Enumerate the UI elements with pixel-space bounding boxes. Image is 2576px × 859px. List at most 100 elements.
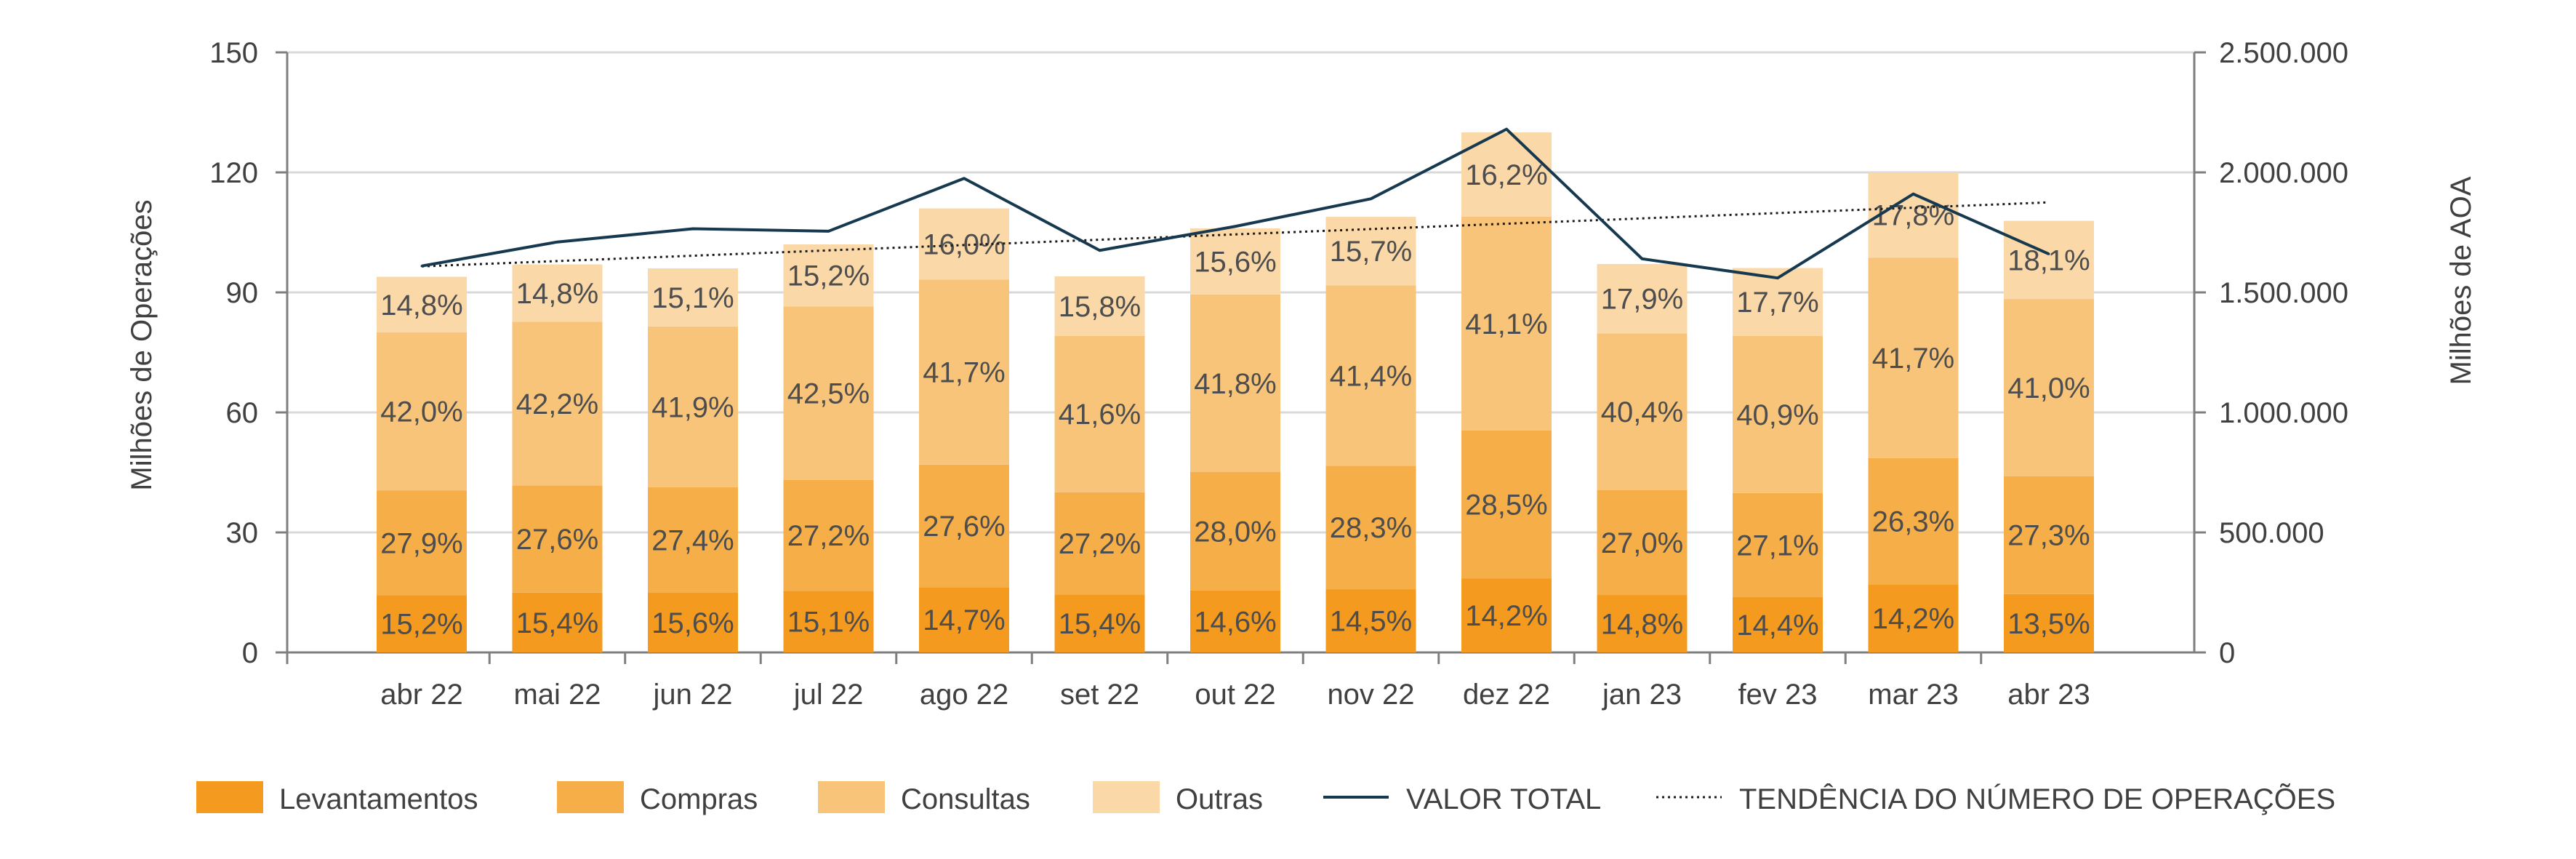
valor-total-point xyxy=(556,241,558,244)
segment-percent-label: 28,3% xyxy=(1330,512,1412,544)
bar-segment-levantamentos xyxy=(648,592,738,652)
bar-segment-outras xyxy=(919,208,1009,280)
bar-segment-consultas xyxy=(648,326,738,487)
segment-percent-label: 42,5% xyxy=(787,377,870,409)
segment-percent-label: 14,7% xyxy=(923,604,1005,636)
bar-segment-levantamentos xyxy=(1733,596,1823,652)
bar-segment-outras xyxy=(648,268,738,327)
bar-segment-compras xyxy=(1325,466,1416,590)
valor-total-point xyxy=(691,228,694,231)
bar-segment-levantamentos xyxy=(1054,594,1145,652)
segment-percent-label: 27,9% xyxy=(380,527,462,559)
legend-label: Compras xyxy=(640,783,758,815)
segment-percent-label: 27,4% xyxy=(651,524,734,556)
valor-total-point xyxy=(963,177,966,180)
segment-percent-label: 41,6% xyxy=(1059,399,1141,431)
bar-segment-outras xyxy=(783,244,874,307)
bar-segment-compras xyxy=(512,485,603,593)
segment-percent-label: 15,4% xyxy=(1059,608,1141,640)
segment-percent-label: 14,2% xyxy=(1872,603,1954,635)
left-tick-label: 60 xyxy=(226,397,259,429)
segment-percent-label: 15,1% xyxy=(651,282,734,314)
legend-swatch xyxy=(196,781,263,813)
left-tick-label: 150 xyxy=(209,37,258,69)
bar-segment-consultas xyxy=(1325,285,1416,466)
valor-total-point xyxy=(1370,197,1372,200)
segment-percent-label: 14,8% xyxy=(516,278,598,310)
segment-percent-label: 41,4% xyxy=(1330,360,1412,392)
bar-segment-levantamentos xyxy=(1868,584,1959,652)
segment-percent-label: 15,2% xyxy=(380,609,462,641)
bar-segment-compras xyxy=(919,464,1009,588)
bar-segment-consultas xyxy=(783,306,874,480)
right-tick-label: 1.000.000 xyxy=(2219,397,2348,429)
bar-segment-outras xyxy=(377,276,467,333)
bar-segment-outras xyxy=(1190,228,1280,295)
segment-percent-label: 17,7% xyxy=(1736,287,1818,319)
legend-label: TENDÊNCIA DO NÚMERO DE OPERAÇÕES xyxy=(1739,783,2335,815)
legend-label: Outras xyxy=(1176,783,1263,815)
bar-segment-compras xyxy=(377,490,467,596)
valor-total-point xyxy=(1641,257,1643,260)
x-tick-label: nov 22 xyxy=(1327,679,1414,711)
segment-percent-label: 27,3% xyxy=(2007,520,2090,552)
x-tick-label: mai 22 xyxy=(513,679,601,711)
bar-segment-consultas xyxy=(919,279,1009,465)
segment-percent-label: 15,7% xyxy=(1330,236,1412,268)
y-axis-title: Milhões de Operações xyxy=(126,199,158,490)
legend-label: VALOR TOTAL xyxy=(1406,783,1601,815)
left-tick-label: 120 xyxy=(209,157,258,189)
legend-label: Consultas xyxy=(901,783,1030,815)
segment-percent-label: 27,6% xyxy=(516,524,598,556)
segment-percent-label: 14,6% xyxy=(1194,606,1276,638)
segment-percent-label: 14,4% xyxy=(1736,610,1818,642)
bar-segment-consultas xyxy=(2004,299,2094,476)
valor-total-point xyxy=(1776,276,1779,279)
x-tick-label: jan 23 xyxy=(1602,679,1682,711)
segment-percent-label: 14,5% xyxy=(1330,606,1412,638)
bar-segment-consultas xyxy=(377,332,467,491)
segment-percent-label: 28,0% xyxy=(1194,516,1276,548)
segment-percent-label: 16,2% xyxy=(1465,159,1547,191)
x-tick-label: ago 22 xyxy=(920,679,1008,711)
x-tick-label: set 22 xyxy=(1060,679,1139,711)
bar-segment-compras xyxy=(1597,490,1688,596)
bar-segment-levantamentos xyxy=(1597,595,1688,652)
y2-axis-title: Milhões de AOA xyxy=(2445,176,2477,385)
segment-percent-label: 14,8% xyxy=(1601,609,1683,641)
bar-segment-outras xyxy=(1868,172,1959,258)
legend-swatch xyxy=(1093,781,1160,813)
trend-line xyxy=(421,201,2050,268)
segment-percent-label: 15,6% xyxy=(651,607,734,639)
bar-segment-compras xyxy=(1868,458,1959,585)
bar-segment-compras xyxy=(1190,471,1280,591)
right-tick-label: 1.500.000 xyxy=(2219,277,2348,309)
segment-percent-label: 41,8% xyxy=(1194,368,1276,400)
bar-segment-consultas xyxy=(1461,216,1552,431)
bar-segment-consultas xyxy=(1190,294,1280,472)
x-tick-label: abr 23 xyxy=(2007,679,2090,711)
segment-percent-label: 15,6% xyxy=(1194,246,1276,278)
valor-total-point xyxy=(1505,128,1508,131)
segment-percent-label: 15,2% xyxy=(787,260,870,292)
left-tick-label: 90 xyxy=(226,277,259,309)
segment-percent-label: 41,1% xyxy=(1465,308,1547,340)
segment-percent-label: 27,2% xyxy=(1059,528,1141,560)
segment-percent-label: 28,5% xyxy=(1465,490,1547,522)
segment-percent-label: 14,8% xyxy=(380,289,462,321)
legend-swatch xyxy=(557,781,624,813)
x-tick-label: mar 23 xyxy=(1868,679,1959,711)
x-tick-label: jun 22 xyxy=(653,679,733,711)
valor-total-point xyxy=(2047,252,2050,255)
bar-segment-outras xyxy=(2004,220,2094,300)
right-tick-label: 500.000 xyxy=(2219,517,2324,549)
bar-segment-compras xyxy=(1054,492,1145,595)
segment-percent-label: 15,4% xyxy=(516,607,598,639)
x-tick-label: dez 22 xyxy=(1463,679,1550,711)
segment-percent-label: 42,0% xyxy=(380,396,462,428)
bar-segment-outras xyxy=(512,264,603,322)
segment-percent-label: 17,8% xyxy=(1872,200,1954,232)
right-tick-label: 0 xyxy=(2219,637,2235,669)
